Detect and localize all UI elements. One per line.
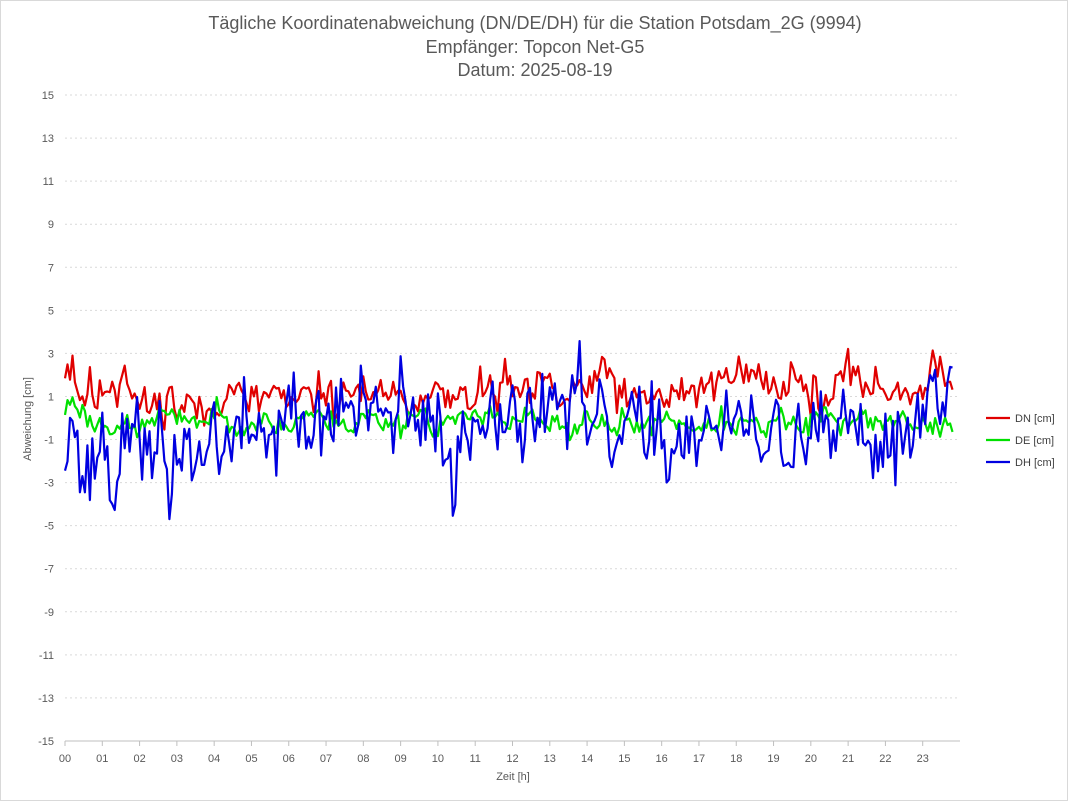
x-tick-label: 10 (432, 753, 444, 765)
x-tick-label: 17 (693, 753, 705, 765)
x-tick-label: 12 (506, 753, 518, 765)
x-tick-label: 09 (395, 753, 407, 765)
x-tick-label: 04 (208, 753, 220, 765)
x-tick-label: 03 (171, 753, 183, 765)
x-tick-label: 14 (581, 753, 593, 765)
x-tick-label: 01 (96, 753, 108, 765)
y-tick-label: -9 (44, 607, 54, 619)
chart-title: Tägliche Koordinatenabweichung (DN/DE/DH… (208, 13, 862, 33)
x-tick-label: 08 (357, 753, 369, 765)
x-tick-label: 16 (656, 753, 668, 765)
y-tick-label: -5 (44, 521, 54, 533)
y-axis-title: Abweichung [cm] (22, 377, 34, 461)
y-tick-label: 5 (48, 305, 54, 317)
x-axis-ticks: 00 01 02 03 04 05 06 07 08 09 10 11 12 13 14 15 16 17 18 19… (59, 741, 929, 765)
x-tick-label: 05 (245, 753, 257, 765)
series-lines (63, 340, 954, 521)
x-tick-label: 06 (283, 753, 295, 765)
x-tick-label: 23 (917, 753, 929, 765)
x-tick-label: 20 (805, 753, 817, 765)
chart-subtitle: Empfänger: Topcon Net-G5 (425, 37, 645, 57)
legend-label: DH [cm] (1015, 457, 1055, 469)
x-tick-label: 22 (879, 753, 891, 765)
chart-date: Datum: 2025-08-19 (457, 60, 613, 80)
y-tick-label: 9 (48, 219, 54, 231)
y-axis-ticks: 15 13 11 9 7 5 3 1 -1 -3 -5 -7 -9 -11 -13 -15 (38, 90, 54, 748)
x-tick-label: 02 (133, 753, 145, 765)
y-tick-label: -13 (38, 693, 54, 705)
y-tick-label: 11 (43, 176, 54, 188)
y-tick-label: -7 (44, 564, 54, 576)
x-axis-title: Zeit [h] (496, 771, 530, 783)
x-tick-label: 11 (469, 753, 480, 765)
x-tick-label: 15 (618, 753, 630, 765)
x-tick-label: 07 (320, 753, 332, 765)
y-tick-label: -3 (44, 478, 54, 490)
x-tick-label: 19 (767, 753, 779, 765)
y-tick-label: 13 (42, 133, 54, 145)
y-tick-label: -15 (38, 736, 54, 748)
x-tick-label: 00 (59, 753, 71, 765)
x-tick-label: 13 (544, 753, 556, 765)
y-tick-label: 7 (48, 262, 54, 274)
y-tick-label: -1 (44, 435, 54, 447)
x-tick-label: 18 (730, 753, 742, 765)
y-tick-label: -11 (39, 650, 54, 662)
y-tick-label: 3 (48, 348, 54, 360)
y-tick-label: 15 (42, 90, 54, 102)
legend-label: DE [cm] (1015, 435, 1054, 447)
series-line-de (63, 396, 954, 442)
legend-label: DN [cm] (1015, 413, 1055, 425)
series-line-dh (63, 340, 953, 521)
x-tick-label: 21 (842, 753, 854, 765)
y-tick-label: 1 (48, 391, 54, 403)
legend: DN [cm] DE [cm] DH [cm] (986, 413, 1055, 469)
